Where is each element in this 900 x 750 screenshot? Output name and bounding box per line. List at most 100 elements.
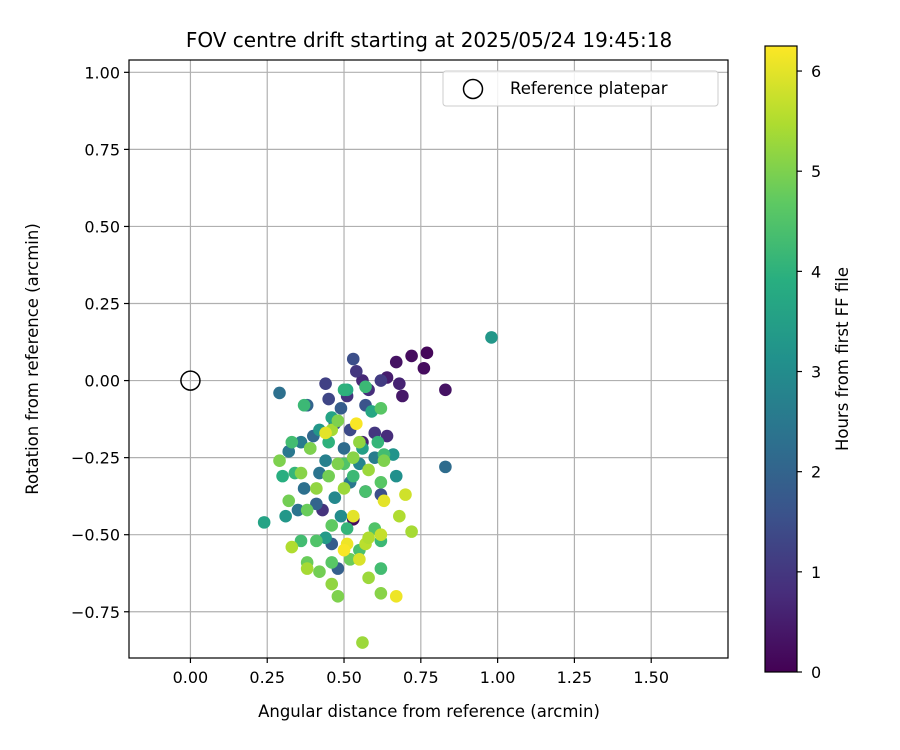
data-point [374,528,388,542]
colorbar-tick-label: 0 [811,663,821,682]
data-point [319,426,332,440]
y-tick-label: 0.50 [84,217,120,236]
plot-frame [128,59,729,659]
colorbar-tick-label: 2 [811,463,821,482]
data-point [389,355,403,369]
data-point [276,469,289,483]
data-point [371,435,385,449]
colorbar-tick-label: 6 [811,62,821,81]
data-point [322,469,335,483]
data-point [362,463,375,477]
data-point [353,435,366,449]
y-tick-label: 0.25 [84,295,120,314]
data-point [291,503,305,517]
data-point [303,442,317,455]
colorbar-tick-label: 1 [811,563,821,582]
data-point [337,543,351,557]
colorbar: 0 1 2 3 4 5 6 Hours from first FF file [764,45,852,682]
data-point [294,534,308,548]
legend-reference-icon [462,78,484,100]
data-point [350,417,363,431]
data-point [310,534,323,548]
colorbar-label: Hours from first FF file [833,267,852,451]
legend: Reference platepar [442,70,719,107]
data-point [399,488,412,501]
data-point [359,380,372,394]
data-point [417,361,431,375]
x-tick-label: 1.25 [557,668,593,687]
data-point [294,435,308,449]
data-point [356,636,369,649]
y-tick-label: 1.00 [84,63,120,82]
data-point [331,590,345,603]
data-point [405,525,418,538]
data-point [300,562,314,575]
x-axis-ticks: 0.00 0.25 0.50 0.75 1.00 1.25 1.50 [173,658,669,687]
data-point [350,365,363,378]
y-axis-ticks: −0.75 −0.50 −0.25 0.00 0.25 0.50 0.75 1.00 [71,63,129,622]
data-point [343,553,357,566]
data-point [389,469,403,483]
data-point [340,522,354,535]
data-point [325,519,339,532]
data-point [310,482,323,495]
data-point [353,553,366,566]
data-point [439,460,452,474]
data-point [374,374,388,387]
data-point [362,571,375,585]
data-point [380,429,394,443]
reference-marker-group [180,370,201,391]
data-point [337,383,351,397]
data-point [396,389,409,403]
data-point [273,386,286,400]
data-point [377,494,391,508]
data-point [313,565,326,578]
data-point [374,402,388,415]
data-point [257,516,271,529]
data-point [393,509,406,523]
data-point [362,531,375,545]
data-point [328,491,342,505]
data-point [359,485,372,498]
x-tick-label: 1.00 [480,668,516,687]
y-axis-label: Rotation from reference (arcmin) [23,223,42,495]
data-point [374,475,388,489]
x-tick-label: 1.50 [633,668,669,687]
legend-entry-reference: Reference platepar [510,79,668,98]
x-tick-label: 0.25 [249,668,285,687]
chart-title: FOV centre drift starting at 2025/05/24 … [186,28,672,52]
data-point [420,346,434,360]
data-point [285,435,299,449]
x-axis-label: Angular distance from reference (arcmin) [258,702,600,721]
colorbar-tick-label: 3 [811,363,821,382]
data-point [374,586,388,600]
data-point [285,540,299,554]
data-point [389,590,403,603]
data-point [346,352,360,366]
legend-box [442,70,719,107]
grid-lines [129,60,728,658]
reference-platepar-marker [180,370,201,391]
data-point [319,377,332,390]
data-point [374,562,388,575]
data-point [386,448,400,461]
data-point [439,383,452,397]
y-tick-label: −0.25 [71,449,120,468]
data-point [337,442,351,455]
data-point [322,392,335,406]
x-tick-label: 0.50 [326,668,362,687]
y-tick-label: −0.50 [71,526,120,545]
y-tick-label: −0.75 [71,603,120,622]
data-point [297,482,311,495]
data-point [331,414,345,427]
data-point [300,503,314,517]
x-tick-label: 0.75 [403,668,439,687]
data-point [273,454,286,468]
y-tick-label: 0.75 [84,140,120,159]
data-point [377,454,391,468]
data-point [331,457,345,471]
data-point [393,377,406,390]
data-point [337,482,351,495]
colorbar-gradient [764,45,798,673]
data-point [294,466,308,480]
